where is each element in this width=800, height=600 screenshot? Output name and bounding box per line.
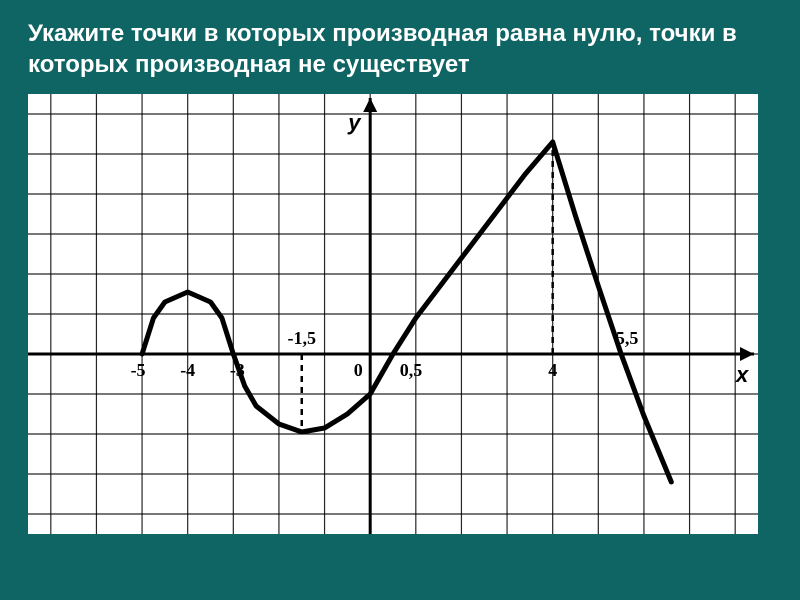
svg-text:-5: -5	[131, 360, 146, 380]
slide-title: Укажите точки в которых производная равн…	[28, 18, 772, 80]
chart-panel: y x -5 -4 -3 -1,5 0 0,5 4 5,5	[28, 94, 758, 534]
svg-text:5,5: 5,5	[616, 328, 639, 348]
svg-text:y: y	[347, 110, 362, 135]
slide-container: Укажите точки в которых производная равн…	[0, 0, 800, 600]
svg-text:-4: -4	[180, 360, 195, 380]
svg-text:x: x	[735, 362, 749, 387]
svg-text:0: 0	[354, 360, 363, 380]
function-graph: y x -5 -4 -3 -1,5 0 0,5 4 5,5	[28, 94, 758, 534]
svg-text:4: 4	[548, 360, 557, 380]
svg-text:-3: -3	[230, 360, 245, 380]
svg-text:-1,5: -1,5	[288, 328, 317, 348]
svg-text:0,5: 0,5	[400, 360, 423, 380]
